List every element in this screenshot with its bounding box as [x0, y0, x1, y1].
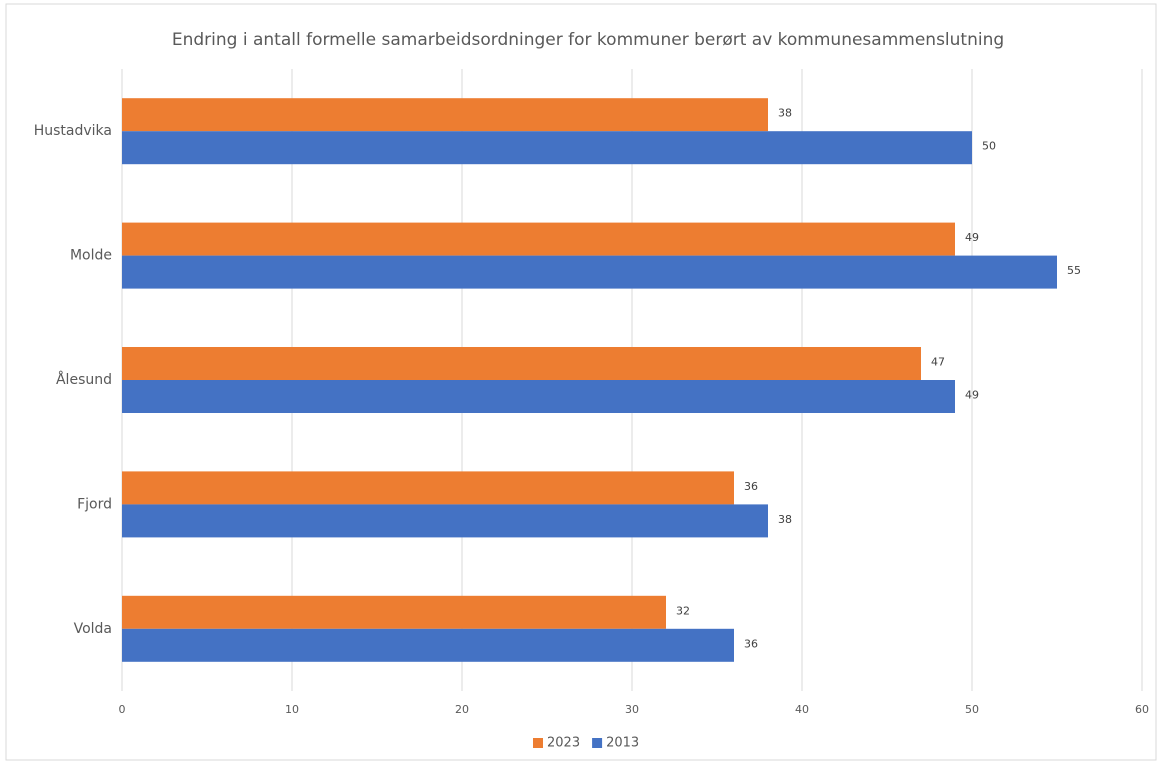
x-tick-label: 20 — [455, 703, 469, 716]
x-tick-label: 30 — [625, 703, 639, 716]
legend-swatch — [533, 738, 543, 748]
bar — [122, 347, 921, 380]
bar — [122, 595, 666, 629]
x-tick-label: 0 — [119, 703, 126, 716]
bar — [122, 255, 1057, 289]
chart-title: Endring i antall formelle samarbeidsordn… — [172, 30, 1004, 50]
data-label: 38 — [778, 107, 792, 120]
y-tick-label: Ålesund — [56, 371, 112, 388]
data-label: 55 — [1067, 264, 1081, 277]
bar — [122, 131, 972, 165]
bar — [122, 380, 955, 413]
bar — [122, 628, 734, 662]
x-tick-label: 60 — [1135, 703, 1149, 716]
data-label: 32 — [676, 604, 690, 617]
bar — [122, 222, 955, 256]
data-label: 36 — [744, 480, 758, 493]
data-label: 47 — [931, 356, 945, 369]
y-tick-label: Molde — [70, 248, 112, 264]
y-tick-label: Fjord — [77, 496, 112, 512]
bar — [122, 471, 734, 505]
data-label: 49 — [965, 231, 979, 244]
legend-swatch — [592, 738, 603, 748]
y-tick-label: Hustadvika — [34, 123, 112, 139]
y-tick-label: Volda — [74, 621, 112, 637]
data-label: 36 — [744, 637, 758, 650]
data-label: 49 — [965, 389, 979, 402]
bar — [122, 98, 768, 132]
data-label: 38 — [778, 513, 792, 526]
x-tick-label: 10 — [285, 703, 299, 716]
x-tick-label: 50 — [965, 703, 979, 716]
legend-label: 2013 — [606, 736, 639, 751]
legend-label: 2023 — [547, 736, 580, 751]
bar — [122, 504, 768, 538]
x-tick-label: 40 — [795, 703, 809, 716]
data-label: 50 — [982, 140, 996, 153]
